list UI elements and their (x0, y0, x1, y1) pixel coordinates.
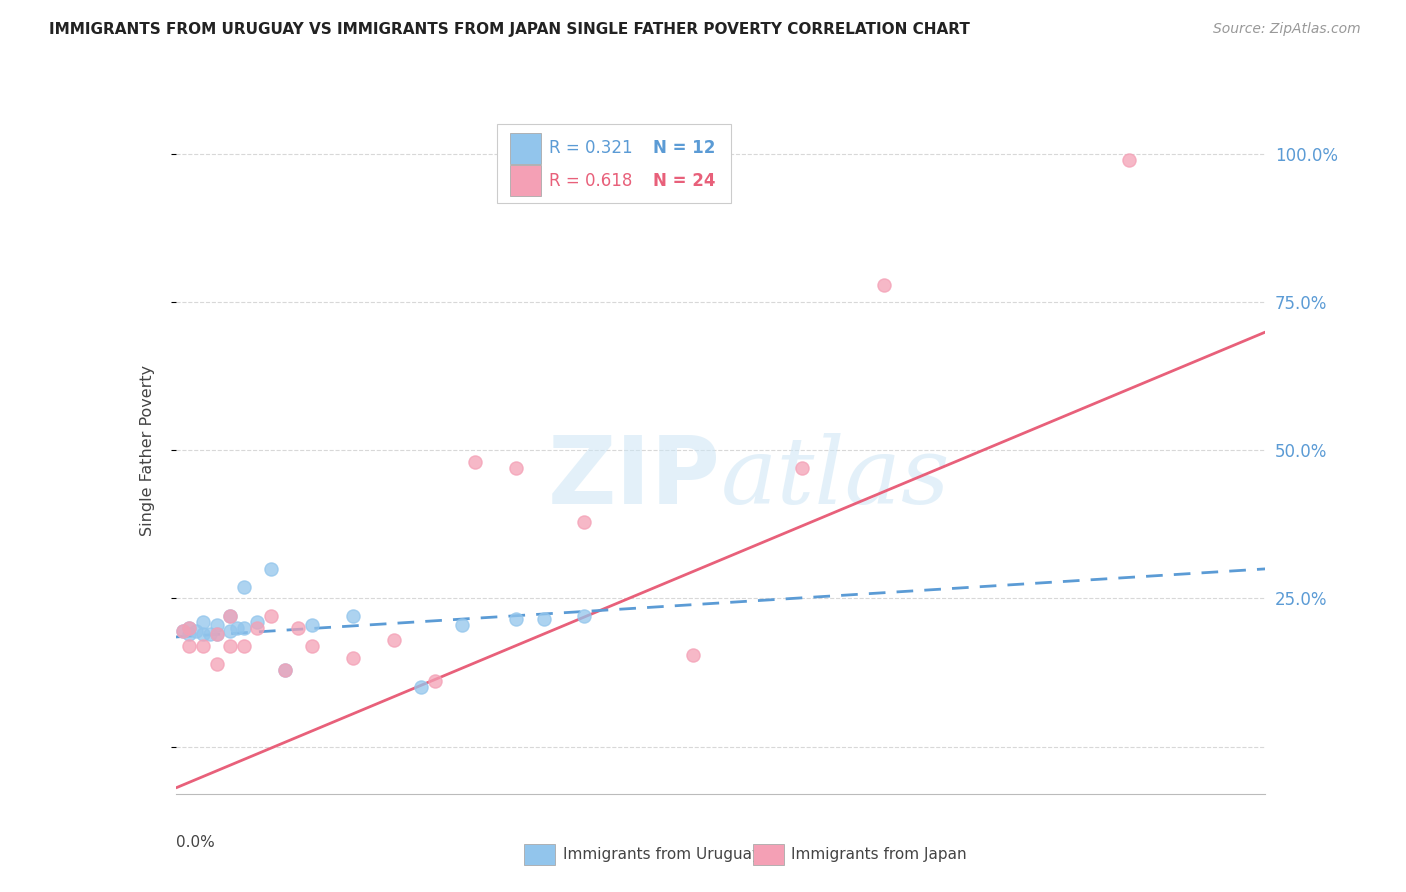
Y-axis label: Single Father Poverty: Single Father Poverty (141, 365, 155, 536)
Point (205, 618, 228, 632)
Point (464, 455, 486, 469)
Point (219, 609, 242, 624)
Point (423, 674, 446, 689)
Point (505, 612, 527, 626)
FancyBboxPatch shape (498, 124, 731, 203)
Point (198, 627, 221, 641)
Point (191, 639, 214, 653)
Point (205, 627, 228, 641)
Text: Source: ZipAtlas.com: Source: ZipAtlas.com (1213, 22, 1361, 37)
Text: IMMIGRANTS FROM URUGUAY VS IMMIGRANTS FROM JAPAN SINGLE FATHER POVERTY CORRELATI: IMMIGRANTS FROM URUGUAY VS IMMIGRANTS FR… (49, 22, 970, 37)
Point (226, 621, 249, 635)
Point (574, 609, 596, 624)
Point (342, 609, 364, 624)
Point (205, 627, 228, 641)
Point (172, 624, 194, 638)
Bar (754, 844, 783, 864)
Point (682, 648, 704, 662)
Point (301, 639, 323, 653)
Point (260, 562, 283, 576)
Point (219, 609, 242, 624)
Point (505, 461, 527, 475)
Point (260, 609, 283, 624)
Text: N = 24: N = 24 (652, 171, 716, 189)
Bar (510, 165, 541, 196)
Point (873, 277, 896, 292)
Point (205, 657, 228, 671)
Point (287, 621, 309, 635)
Point (232, 639, 254, 653)
Point (574, 515, 596, 529)
Text: Immigrants from Uruguay: Immigrants from Uruguay (562, 847, 761, 862)
Text: atlas: atlas (721, 433, 950, 523)
Text: R = 0.618: R = 0.618 (550, 171, 633, 189)
Text: Immigrants from Japan: Immigrants from Japan (792, 847, 967, 862)
Point (219, 624, 242, 638)
Text: ZIP: ZIP (548, 432, 721, 524)
Point (409, 681, 432, 695)
Point (232, 580, 254, 594)
Point (172, 624, 194, 638)
Bar (524, 844, 555, 864)
Text: 0.0%: 0.0% (176, 835, 215, 850)
Point (219, 639, 242, 653)
Bar (510, 133, 541, 164)
Point (274, 663, 297, 677)
Point (301, 618, 323, 632)
Point (382, 632, 405, 647)
Point (232, 621, 254, 635)
Text: R = 0.321: R = 0.321 (550, 139, 633, 157)
Point (792, 461, 814, 475)
Point (342, 650, 364, 665)
Point (450, 618, 472, 632)
Point (533, 612, 555, 626)
Point (191, 627, 214, 641)
Point (246, 615, 269, 630)
Point (186, 624, 208, 638)
Point (1118, 153, 1140, 168)
Point (179, 621, 201, 635)
Point (179, 627, 201, 641)
Point (191, 615, 214, 630)
Point (179, 639, 201, 653)
Point (246, 621, 269, 635)
Point (274, 663, 297, 677)
Point (179, 621, 201, 635)
Text: N = 12: N = 12 (652, 139, 716, 157)
